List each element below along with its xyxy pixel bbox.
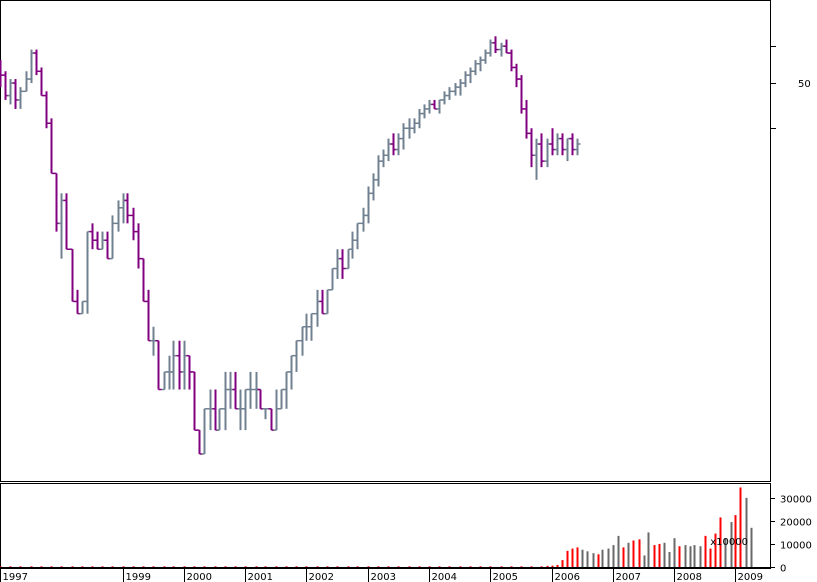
volume-y-tick-label: 10000 [780, 541, 812, 552]
volume-y-tick-label: 0 [780, 564, 786, 575]
volume-panel: 30000 20000 10000 0 x10000 [0, 483, 812, 575]
ohlc-bar [308, 312, 315, 341]
ohlc-bar [574, 138, 581, 156]
ohlc-bar [216, 408, 223, 431]
volume-y-tick-label: 30000 [780, 495, 812, 506]
ohlc-bar [124, 193, 131, 224]
ohlc-bar [170, 340, 177, 390]
x-axis: 1997 1999 2000 2001 2002 2003 2004 2005 2006 2007… [0, 568, 771, 582]
volume-y-axis: 30000 20000 10000 0 [770, 495, 812, 575]
ohlc-bar [201, 408, 208, 455]
ohlc-bar [247, 371, 254, 409]
x-tick-label: 1999 [126, 572, 151, 582]
ohlc-bar [400, 123, 407, 150]
x-tick-label: 2009 [738, 572, 763, 582]
ohlc-bar [492, 36, 499, 54]
x-tick-label: 1997 [3, 572, 28, 582]
ohlc-bar [538, 133, 545, 168]
ohlc-bar [293, 339, 300, 372]
price-y-tick-label: 50 [798, 79, 811, 90]
ohlc-bar [17, 87, 24, 109]
volume-unit-label: x10000 [710, 537, 748, 548]
volume-panel-frame [0, 483, 771, 568]
volume-y-tick-label: 20000 [780, 518, 812, 529]
price-bars [0, 36, 581, 455]
price-panel-frame [0, 0, 771, 482]
volume-bars [0, 487, 753, 567]
ohlc-bar [339, 249, 346, 279]
x-tick-label: 2001 [248, 572, 273, 582]
x-tick-label: 2005 [493, 572, 518, 582]
x-tick-label: 2007 [616, 572, 641, 582]
ohlc-bar [446, 87, 453, 100]
x-tick-label: 2004 [432, 572, 457, 582]
ohlc-bar [155, 339, 162, 391]
x-tick-label: 2000 [187, 572, 212, 582]
x-ticks: 1997 1999 2000 2001 2002 2003 2004 2005 2006 2007… [0, 568, 763, 582]
price-panel: 50 [0, 0, 811, 482]
ohlc-bar [63, 193, 70, 250]
price-y-axis: 50 [770, 46, 811, 129]
x-tick-label: 2003 [371, 572, 396, 582]
ohlc-bar [262, 408, 269, 420]
ohlc-bar [354, 222, 361, 250]
x-tick-label: 2008 [677, 572, 702, 582]
x-tick-label: 2006 [555, 572, 580, 582]
ohlc-bar [109, 215, 116, 260]
x-tick-label: 2002 [309, 572, 334, 582]
